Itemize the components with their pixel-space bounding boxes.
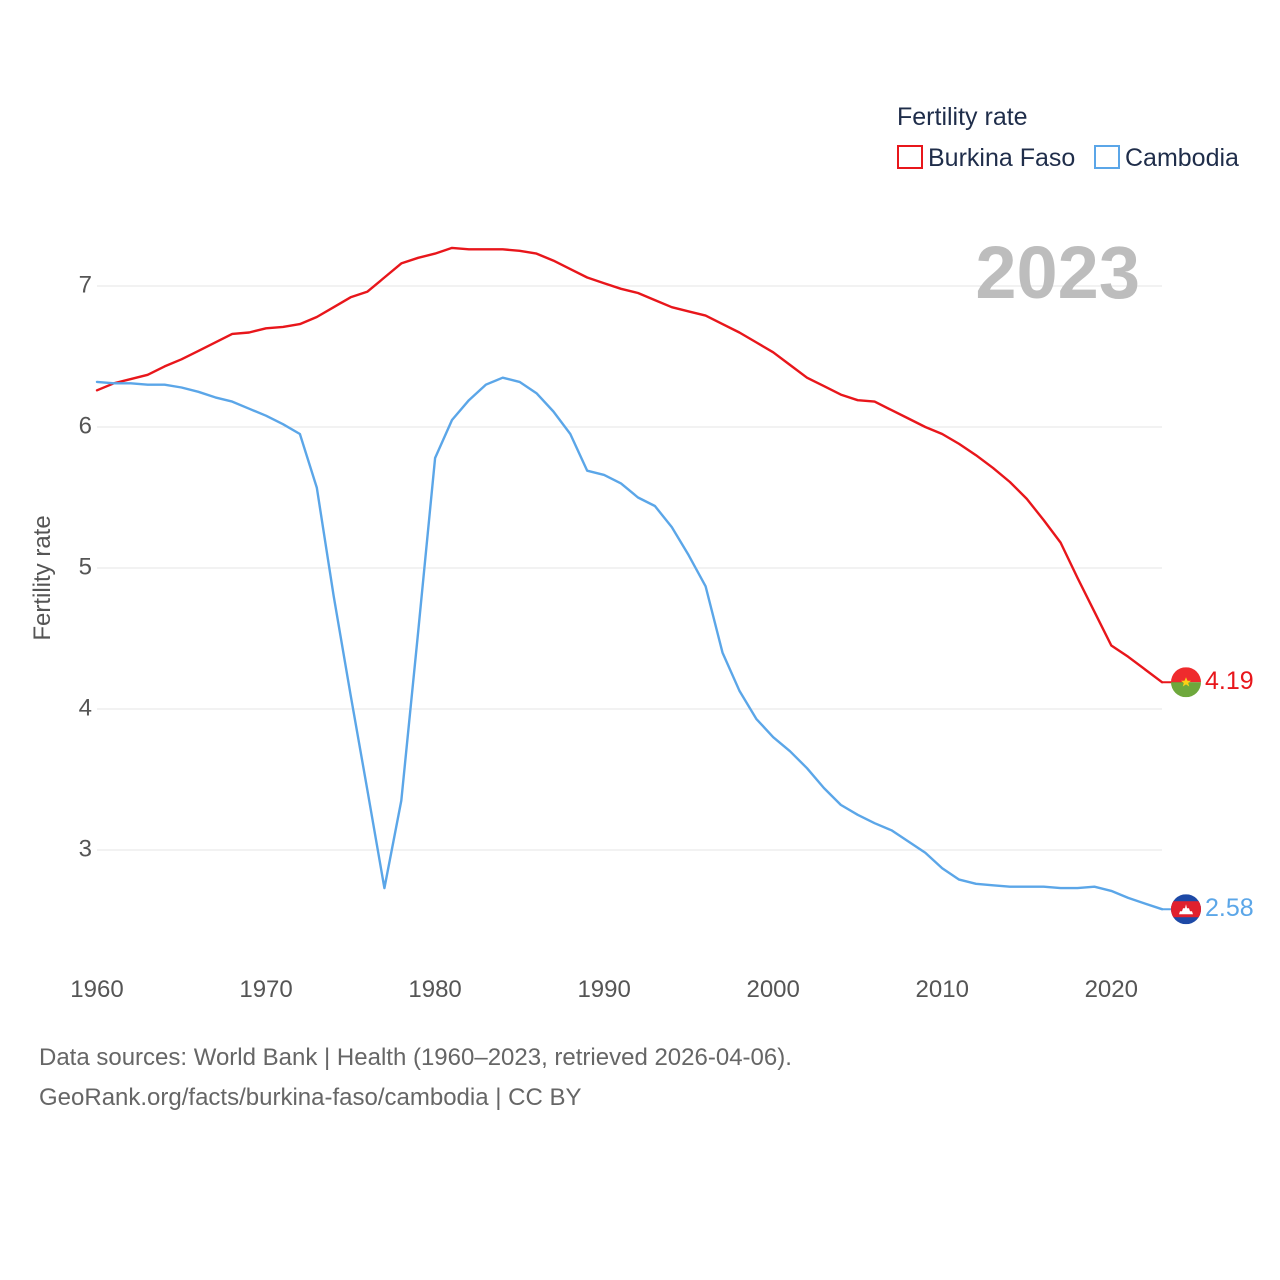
legend-swatch-cambodia[interactable] (1094, 145, 1120, 169)
y-tick-label: 3 (79, 835, 92, 862)
x-tick-label: 1970 (239, 976, 292, 1003)
legend-swatch-burkina-faso[interactable] (897, 145, 923, 169)
grid-lines (97, 285, 1162, 851)
cambodia-flag-icon (1171, 894, 1201, 925)
burkina-faso-flag-icon (1171, 667, 1201, 698)
legend-title: Fertility rate (897, 103, 1028, 131)
series-line-burkina-faso[interactable] (95, 246, 1164, 684)
burkina-faso-end-value: 4.19 (1205, 667, 1254, 695)
x-tick-label: 2020 (1085, 976, 1138, 1003)
y-tick-label: 5 (79, 553, 92, 580)
y-axis-ticks: 3 4 5 6 7 (79, 271, 92, 862)
y-tick-label: 4 (79, 694, 92, 721)
series-lines (95, 246, 1186, 911)
year-label: 2023 (975, 231, 1140, 314)
y-tick-label: 7 (79, 271, 92, 298)
x-tick-label: 2010 (916, 976, 969, 1003)
source-link[interactable]: GeoRank.org/facts/burkina-faso/cambodia … (39, 1084, 582, 1111)
x-tick-label: 2000 (746, 976, 799, 1003)
x-tick-label: 1980 (408, 976, 461, 1003)
x-axis-ticks: 1960 1970 1980 1990 2000 2010 2020 (70, 976, 1138, 1003)
series-line-cambodia[interactable] (95, 376, 1164, 911)
data-sources-note: Data sources: World Bank | Health (1960–… (39, 1044, 792, 1071)
cambodia-end-value: 2.58 (1205, 894, 1254, 922)
y-axis-label: Fertility rate (29, 515, 56, 640)
legend-label-burkina-faso[interactable]: Burkina Faso (928, 144, 1075, 172)
legend-label-cambodia[interactable]: Cambodia (1125, 144, 1239, 172)
x-tick-label: 1960 (70, 976, 123, 1003)
legend: Fertility rate Burkina Faso Cambodia (897, 103, 1239, 172)
y-tick-label: 6 (79, 412, 92, 439)
x-tick-label: 1990 (577, 976, 630, 1003)
